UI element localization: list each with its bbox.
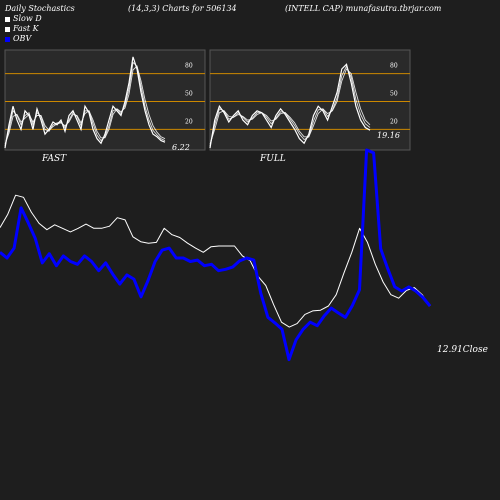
full-level-label-80: 80 — [390, 63, 398, 70]
fast-series-line-2 — [4, 65, 166, 145]
full-level-label-50: 50 — [390, 91, 398, 98]
fast-panel-title: FAST — [41, 154, 67, 164]
price-obv-panel: 12.91Close — [0, 148, 488, 362]
chart-header-source: (INTELL CAP) munafasutra.tbrjar.com — [285, 4, 442, 13]
full-level-label-20: 20 — [390, 118, 398, 125]
fast-series-line-1 — [4, 61, 166, 147]
full-series-line-1 — [209, 65, 371, 147]
close-value-text: 12.91 — [437, 345, 463, 355]
legend-label-fast-k: Fast K — [13, 24, 39, 33]
fast-stochastic-panel: FAST 20 50 80 6.22 — [4, 49, 206, 164]
full-series-line-2 — [209, 68, 371, 145]
legend-swatch-obv — [5, 36, 10, 42]
chart-header-title: Daily Stochastics — [5, 4, 75, 13]
obv-line — [0, 148, 432, 362]
full-last-value-label: 19.16 — [377, 131, 400, 140]
price-line — [0, 194, 431, 328]
legend-label-obv: OBV — [13, 34, 32, 43]
full-panel-title: FULL — [259, 154, 286, 164]
legend-swatch-slow-d — [5, 16, 10, 22]
fast-level-label-80: 80 — [185, 63, 193, 70]
fast-level-label-20: 20 — [185, 118, 193, 125]
fast-last-value-label: 6.22 — [172, 143, 190, 152]
legend-item-fast-k: Fast K — [5, 24, 39, 33]
close-suffix-text: Close — [463, 345, 488, 355]
fast-level-label-50: 50 — [185, 91, 193, 98]
close-label: 12.91Close — [437, 345, 488, 355]
full-series-line-0 — [209, 63, 371, 149]
full-stochastic-panel: FULL 20 50 80 19.16 — [209, 49, 411, 164]
legend-label-slow-d: Slow D — [13, 14, 42, 23]
chart-header-params: (14,3,3) Charts for 506134 — [128, 4, 237, 13]
legend-item-obv: OBV — [5, 34, 31, 43]
legend-item-slow-d: Slow D — [5, 14, 42, 23]
legend-swatch-fast-k — [5, 26, 10, 32]
fast-series-line-0 — [4, 56, 166, 149]
